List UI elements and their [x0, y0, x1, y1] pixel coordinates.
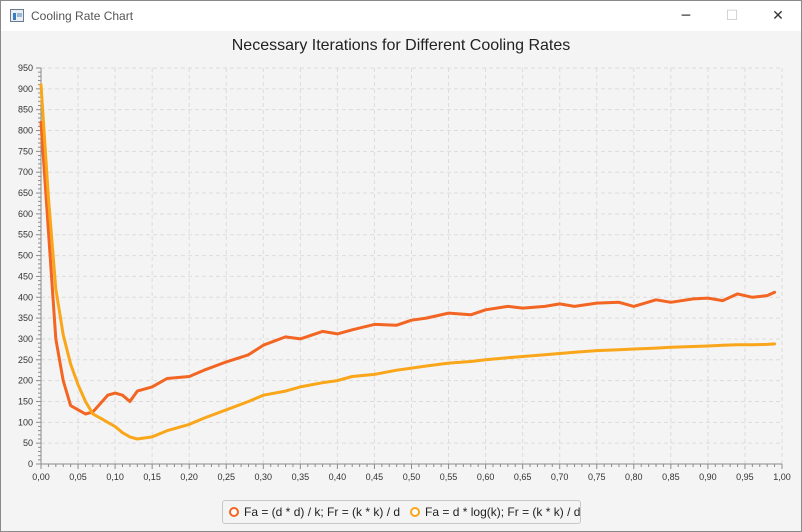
y-tick-label: 800	[18, 126, 33, 136]
x-tick-label: 0,85	[662, 472, 680, 482]
y-tick-label: 750	[18, 146, 33, 156]
y-tick-label: 850	[18, 105, 33, 115]
y-tick-label: 900	[18, 84, 33, 94]
x-tick-label: 0,70	[551, 472, 569, 482]
x-tick-label: 0,20	[180, 472, 198, 482]
y-tick-label: 400	[18, 292, 33, 302]
x-tick-label: 1,00	[773, 472, 791, 482]
app-chart-icon	[10, 9, 24, 22]
x-tick-label: 0,15	[143, 472, 161, 482]
x-tick-label: 0,90	[699, 472, 717, 482]
x-tick-label: 0,30	[255, 472, 273, 482]
x-tick-label: 0,10	[106, 472, 124, 482]
x-tick-label: 0,65	[514, 472, 532, 482]
legend-label-series-1: Fa = (d * d) / k; Fr = (k * k) / d	[244, 505, 401, 519]
x-tick-label: 0,60	[477, 472, 495, 482]
y-tick-label: 700	[18, 167, 33, 177]
y-tick-label: 550	[18, 230, 33, 240]
x-tick-label: 0,35	[292, 472, 310, 482]
y-tick-label: 0	[28, 459, 33, 469]
close-button[interactable]: ✕	[772, 8, 784, 24]
window-title: Cooling Rate Chart	[31, 9, 134, 23]
y-tick-label: 500	[18, 251, 33, 261]
legend-item-series-2: Fa = d * log(k); Fr = (k * k) / d	[410, 505, 580, 519]
x-tick-label: 0,45	[366, 472, 384, 482]
y-tick-label: 300	[18, 334, 33, 344]
y-tick-label: 250	[18, 355, 33, 365]
legend-marker-series-2	[410, 507, 421, 517]
chart-title: Necessary Iterations for Different Cooli…	[231, 37, 571, 54]
y-tick-label: 50	[23, 438, 33, 448]
maximize-button[interactable]: ☐	[725, 8, 739, 24]
y-tick-label: 950	[18, 63, 33, 73]
y-tick-label: 100	[18, 417, 33, 427]
x-tick-label: 0,40	[329, 472, 347, 482]
legend-item-series-1: Fa = (d * d) / k; Fr = (k * k) / d	[229, 505, 400, 519]
x-tick-label: 0,25	[217, 472, 235, 482]
series-line-1	[39, 120, 777, 416]
chart-legend: Fa = (d * d) / k; Fr = (k * k) / d Fa = …	[222, 500, 581, 524]
minimize-button[interactable]: ─	[681, 8, 691, 24]
x-tick-label: 0,00	[32, 472, 50, 482]
x-tick-label: 0,55	[440, 472, 458, 482]
y-tick-label: 600	[18, 209, 33, 219]
y-tick-label: 650	[18, 188, 33, 198]
x-tick-label: 0,50	[403, 472, 421, 482]
series-line-2	[39, 83, 777, 441]
x-tick-label: 0,80	[625, 472, 643, 482]
y-tick-label: 350	[18, 313, 33, 323]
y-tick-label: 200	[18, 376, 33, 386]
x-tick-label: 0,75	[588, 472, 606, 482]
x-tick-label: 0,05	[69, 472, 87, 482]
title-bar[interactable]: Cooling Rate Chart ─ ☐ ✕	[1, 1, 801, 31]
x-tick-label: 0,95	[736, 472, 754, 482]
y-tick-label: 150	[18, 396, 33, 406]
y-tick-label: 450	[18, 271, 33, 281]
legend-label-series-2: Fa = d * log(k); Fr = (k * k) / d	[425, 505, 581, 519]
legend-marker-series-1	[229, 507, 239, 517]
